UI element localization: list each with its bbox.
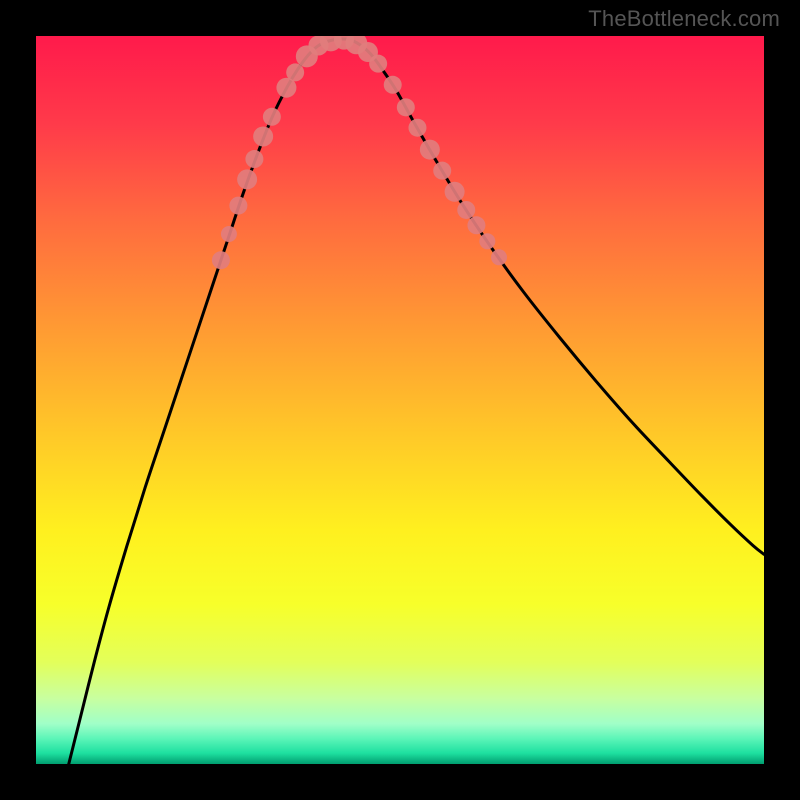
curve-marker — [445, 182, 465, 202]
curve-marker — [433, 162, 451, 180]
curve-marker — [221, 226, 237, 242]
chart-container: TheBottleneck.com — [0, 0, 800, 800]
curve-marker — [397, 98, 415, 116]
curve-marker — [286, 63, 304, 81]
curve-marker — [253, 126, 273, 146]
curve-marker — [245, 150, 263, 168]
curve-path — [69, 39, 764, 764]
curve-marker — [408, 119, 426, 137]
curve-marker — [457, 201, 475, 219]
bottleneck-curve — [36, 36, 764, 764]
curve-marker — [420, 140, 440, 160]
curve-markers — [212, 36, 507, 269]
curve-marker — [263, 108, 281, 126]
watermark-text: TheBottleneck.com — [588, 6, 780, 32]
curve-marker — [467, 216, 485, 234]
curve-marker — [237, 169, 257, 189]
curve-marker — [384, 76, 402, 94]
curve-marker — [212, 251, 230, 269]
plot-area — [36, 36, 764, 764]
curve-marker — [491, 249, 507, 265]
curve-marker — [479, 233, 495, 249]
curve-marker — [229, 197, 247, 215]
curve-marker — [369, 55, 387, 73]
